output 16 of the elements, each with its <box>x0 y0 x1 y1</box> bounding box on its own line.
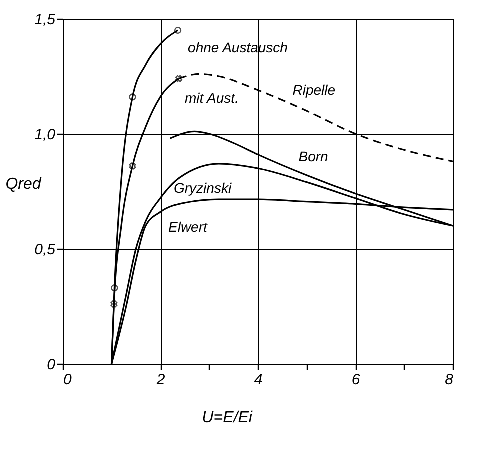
y-tick-label: 0,5 <box>34 242 56 258</box>
y-tick-label: 0 <box>47 356 56 374</box>
series-label: Born <box>298 148 329 164</box>
series-label: mit Aust. <box>185 90 239 106</box>
x-tick-label: 8 <box>445 372 454 388</box>
series-label: Gryzinski <box>174 180 232 196</box>
x-tick-label: 4 <box>254 372 263 388</box>
y-tick-label: 1,0 <box>34 126 56 144</box>
series-label: Elwert <box>168 219 209 236</box>
x-tick-label: 6 <box>352 372 361 388</box>
x-tick-label: 2 <box>156 372 166 388</box>
y-axis-title: Qred <box>6 176 42 193</box>
series-label: Ripelle <box>292 82 336 98</box>
x-axis-title: U=E/Ei <box>202 410 253 426</box>
x-tick-label: 0 <box>64 372 72 388</box>
y-tick-label: 1,5 <box>34 12 56 28</box>
